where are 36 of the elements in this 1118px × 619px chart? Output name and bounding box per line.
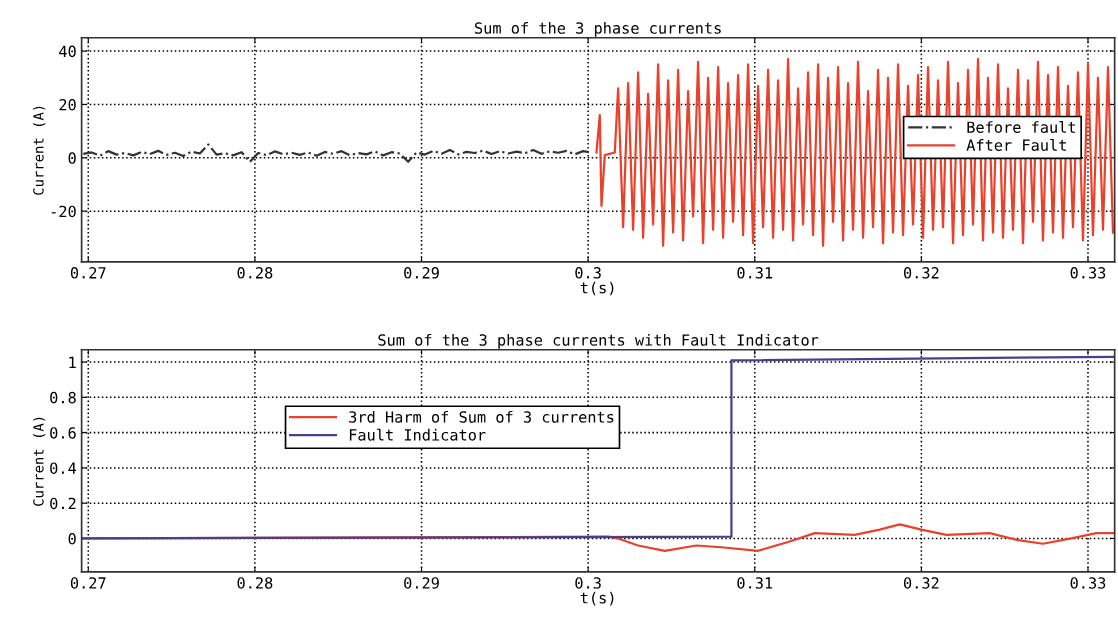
y-tick-label: 0 bbox=[68, 152, 76, 164]
x-tick-label: 0.27 bbox=[70, 577, 106, 589]
y-tick-label: 1 bbox=[69, 356, 76, 368]
x-tick-label: 0.28 bbox=[237, 577, 273, 589]
x-tick-label: 0.3 bbox=[575, 267, 601, 279]
legend-label: 3rd Harm of Sum of 3 currents bbox=[349, 410, 614, 423]
y-tick-label: 0.2 bbox=[50, 497, 76, 510]
x-tick-label: 0.33 bbox=[1070, 577, 1106, 589]
x-tick-label: 0.27 bbox=[70, 267, 106, 279]
y-tick-label: 0.4 bbox=[50, 462, 77, 474]
x-axis-title: t(s) bbox=[580, 281, 614, 296]
x-tick-label: 0.29 bbox=[404, 577, 439, 589]
x-tick-label: 0.33 bbox=[1070, 267, 1106, 279]
line-series bbox=[595, 57, 1115, 247]
x-tick-label: 0.32 bbox=[903, 577, 939, 589]
legend-label: Fault Indicator bbox=[349, 428, 486, 441]
y-tick-label: 0 bbox=[68, 532, 76, 545]
y-axis-title: Current (A) bbox=[32, 106, 46, 195]
legend-label: Before fault bbox=[967, 121, 1076, 133]
line-series bbox=[81, 355, 1115, 540]
legend-label: After Fault bbox=[966, 139, 1066, 151]
x-axis-title: t(s) bbox=[580, 591, 614, 606]
x-tick-label: 0.31 bbox=[737, 267, 773, 279]
y-axis-title: Current (A) bbox=[32, 417, 46, 506]
y-tick-label: 40 bbox=[59, 45, 76, 58]
y-tick-label: -20 bbox=[51, 205, 76, 218]
y-tick-label: 20 bbox=[59, 98, 76, 111]
chart-title: Sum of the 3 phase currents bbox=[475, 21, 721, 37]
x-tick-label: 0.28 bbox=[237, 267, 273, 279]
x-tick-label: 0.3 bbox=[575, 577, 601, 589]
chart-title: Sum of the 3 phase currents with Fault Indicator bbox=[378, 333, 819, 349]
x-tick-label: 0.32 bbox=[903, 267, 939, 279]
x-tick-label: 0.29 bbox=[404, 267, 439, 279]
y-tick-label: 0.8 bbox=[50, 391, 76, 404]
y-tick-label: 0.6 bbox=[50, 427, 76, 439]
x-tick-label: 0.31 bbox=[737, 577, 773, 589]
